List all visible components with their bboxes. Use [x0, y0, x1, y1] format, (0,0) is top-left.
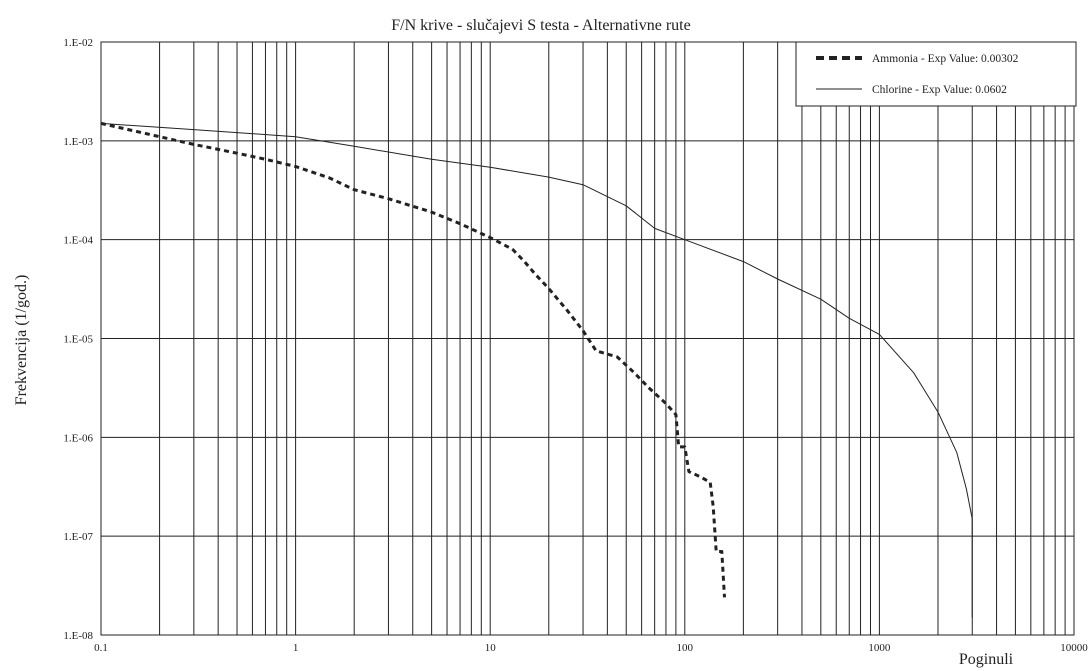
y-tick-label: 1.E-07	[63, 531, 93, 543]
y-tick-label: 1.E-05	[63, 334, 93, 346]
x-tick-label: 1	[293, 642, 299, 654]
y-tick-label: 1.E-02	[63, 37, 93, 49]
y-tick-label: 1.E-04	[63, 235, 93, 247]
plot-frame	[100, 41, 1075, 636]
x-axis-label: Poginuli	[959, 651, 1014, 668]
x-tick-label: 10	[485, 642, 497, 654]
gridlines	[100, 41, 1074, 636]
legend-label-chlorine: Chlorine - Exp Value: 0.0602	[872, 84, 1007, 96]
x-tick-labels: 0.1 1 10 100 1000 10000	[94, 642, 1088, 654]
legend-label-ammonia: Ammonia - Exp Value: 0.00302	[872, 53, 1019, 65]
series-line-chlorine	[100, 122, 973, 618]
y-tick-labels: 1.E-02 1.E-03 1.E-04 1.E-05 1.E-06 1.E-07 1.E-…	[63, 37, 93, 642]
legend-box	[795, 41, 1077, 107]
series-layer	[100, 121, 973, 618]
x-tick-label: 1000	[868, 642, 891, 654]
y-tick-label: 1.E-08	[63, 630, 93, 642]
legend: Ammonia - Exp Value: 0.00302 Chlorine - …	[795, 41, 1077, 107]
x-tick-label: 0.1	[94, 642, 108, 654]
series-line-ammonia	[100, 121, 726, 598]
x-tick-label: 10000	[1060, 642, 1088, 654]
chart-title: F/N krive - slučajevi S testa - Alternat…	[391, 17, 690, 34]
y-tick-label: 1.E-06	[63, 432, 93, 444]
x-tick-label: 100	[677, 642, 694, 654]
y-tick-label: 1.E-03	[63, 136, 93, 148]
y-axis-label: Frekvencija (1/god.)	[13, 275, 30, 406]
